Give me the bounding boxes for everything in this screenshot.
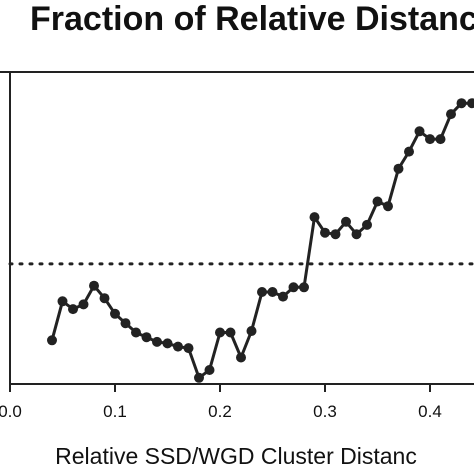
data-point [246, 326, 257, 336]
data-point [288, 282, 299, 293]
data-point [456, 98, 467, 109]
x-tick-label: 0.2 [208, 402, 232, 421]
x-tick-label: 0.1 [103, 402, 127, 421]
data-point [183, 343, 194, 354]
data-point [99, 293, 110, 304]
data-point [236, 352, 246, 363]
data-point [173, 341, 183, 352]
data-point [194, 372, 204, 383]
data-point [110, 308, 120, 319]
data-point [341, 216, 351, 227]
data-point [89, 280, 99, 291]
x-axis-ticks: 0.0 0.1 0.2 0.3 0.4 [0, 384, 442, 421]
data-point [425, 134, 435, 145]
data-point [383, 201, 393, 212]
data-point [78, 299, 89, 310]
plot-area: 0.0 0.1 0.2 0.3 0.4 [0, 71, 474, 421]
data-point [68, 304, 78, 315]
data-point [393, 163, 404, 174]
x-tick-label: 0.0 [0, 402, 22, 421]
x-axis-label: Relative SSD/WGD Cluster Distanc [55, 443, 417, 469]
data-point [372, 196, 383, 207]
data-point [204, 365, 215, 375]
data-point [467, 98, 474, 109]
data-point [404, 146, 414, 157]
data-point [320, 227, 330, 238]
data-point [351, 229, 362, 240]
data-point [162, 338, 173, 349]
data-point [446, 109, 456, 120]
data-point [362, 219, 372, 230]
data-point [278, 291, 288, 302]
x-tick-label: 0.3 [313, 402, 337, 421]
data-point [152, 336, 162, 347]
data-point [414, 126, 425, 137]
data-point [299, 282, 309, 293]
data-point [330, 229, 341, 240]
data-point [120, 318, 131, 329]
data-point [309, 212, 320, 223]
data-point [267, 287, 278, 297]
series-layer [47, 98, 474, 383]
data-point [257, 287, 267, 297]
data-point [131, 327, 141, 338]
data-point [57, 296, 68, 307]
chart-title: Fraction of Relative Distanc [30, 0, 474, 38]
data-point [141, 332, 152, 343]
data-point [435, 134, 446, 145]
data-point [225, 327, 236, 338]
data-point [47, 335, 57, 346]
x-tick-label: 0.4 [418, 402, 442, 421]
data-point [215, 327, 225, 338]
